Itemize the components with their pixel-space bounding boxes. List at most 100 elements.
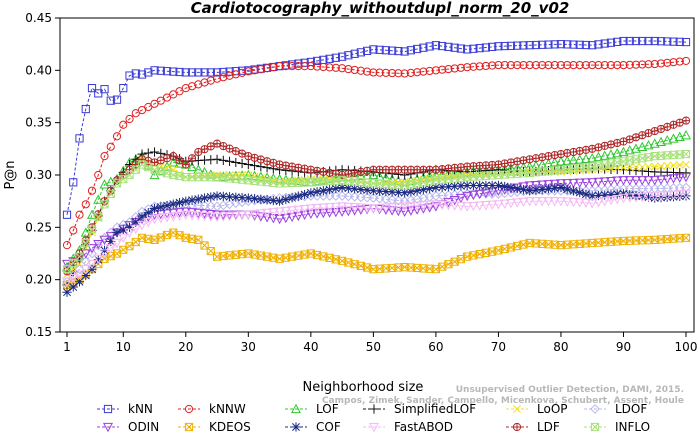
data-point-knnw (338, 64, 347, 73)
data-point-cof (606, 190, 616, 200)
data-point-simplifiedlof (212, 154, 222, 164)
y-tick-label: 0.15 (25, 325, 52, 339)
data-point-knnw (400, 69, 409, 78)
data-point-lof (99, 179, 110, 189)
data-point-fastabod (437, 200, 448, 210)
data-point-fastabod (555, 197, 566, 207)
data-point-kdeos (681, 233, 691, 242)
data-point-knn (519, 41, 528, 50)
data-point-cof (362, 185, 372, 195)
x-tick-label: 70 (491, 340, 506, 354)
data-point-fastabod (643, 192, 654, 202)
legend-marker-ldof (590, 404, 600, 414)
data-point-simplifiedlof (149, 147, 160, 157)
data-point-lof (287, 175, 298, 185)
data-point-knnw (600, 61, 609, 70)
data-point-lof (574, 154, 585, 164)
data-point-fastabod (61, 277, 73, 288)
data-point-knn (325, 54, 334, 63)
data-point-cof (650, 193, 660, 203)
data-point-cof (662, 192, 672, 202)
data-point-knnw (556, 61, 566, 70)
x-tick-label: 40 (303, 340, 318, 354)
data-point-lof (593, 151, 604, 162)
data-point-fastabod (549, 197, 560, 207)
x-tick-label: 1 (63, 340, 71, 354)
data-point-knn (438, 41, 447, 51)
data-point-knn (81, 104, 90, 114)
data-point-knn (356, 48, 365, 57)
data-point-inflo (100, 200, 109, 209)
data-point-fastabod (443, 201, 454, 211)
data-point-knn (550, 40, 559, 49)
data-point-simplifiedlof (681, 168, 691, 178)
data-point-lof (674, 131, 685, 142)
data-point-knnw (325, 63, 334, 72)
data-point-fastabod (243, 210, 254, 221)
data-point-cof (343, 183, 353, 193)
data-point-knn (175, 67, 184, 77)
x-tick-label: 60 (428, 340, 443, 354)
data-point-lof (368, 169, 379, 180)
data-point-fastabod (199, 211, 210, 222)
data-point-fastabod (562, 197, 573, 207)
data-point-fastabod (230, 211, 241, 221)
data-point-knnw (588, 61, 597, 70)
data-point-odin (205, 210, 216, 220)
data-point-cof (156, 202, 166, 212)
data-point-knn (69, 178, 78, 187)
data-point-fastabod (405, 201, 416, 212)
data-point-odin (618, 176, 629, 186)
data-point-odin (218, 210, 229, 221)
data-point-knn (450, 43, 459, 52)
data-point-lof (187, 161, 198, 172)
data-point-fastabod (499, 199, 510, 209)
data-point-knn (600, 39, 609, 48)
data-point-knnw (319, 62, 328, 72)
data-point-knn (531, 40, 541, 50)
data-point-cof (218, 191, 228, 201)
data-point-knn (556, 40, 566, 49)
data-point-lof (249, 170, 260, 180)
data-point-odin (430, 202, 441, 212)
data-point-cof (562, 184, 572, 194)
data-point-knnw (106, 142, 115, 151)
data-point-knn (575, 40, 584, 49)
data-point-fastabod (455, 201, 466, 212)
data-point-knn (413, 44, 422, 54)
data-point-fastabod (449, 201, 460, 211)
data-point-odin (337, 207, 348, 217)
data-point-inflo (81, 238, 90, 248)
data-point-odin (643, 176, 654, 186)
data-point-ldof (368, 193, 379, 203)
data-point-knn (494, 42, 503, 51)
data-point-odin (249, 211, 260, 221)
data-point-cof (143, 208, 153, 218)
data-point-fastabod (474, 201, 485, 211)
data-point-knn (94, 89, 103, 98)
data-point-knn (394, 46, 403, 56)
data-point-knnw (256, 65, 265, 74)
data-point-cof (293, 191, 303, 201)
data-point-simplifiedlof (249, 160, 260, 171)
data-point-knn (619, 36, 628, 46)
data-point-knnw (287, 62, 297, 71)
data-point-lof (424, 171, 435, 181)
data-point-knn (631, 36, 641, 46)
data-point-fastabod (136, 221, 148, 231)
data-point-cof (318, 186, 328, 196)
data-point-fastabod (255, 209, 266, 219)
data-point-odin (212, 210, 223, 221)
data-point-cof (187, 195, 197, 205)
data-point-fastabod (574, 198, 585, 208)
data-point-knn (681, 37, 691, 47)
data-point-lof (568, 154, 579, 165)
data-point-ldof (355, 192, 366, 203)
data-point-odin (262, 213, 273, 223)
data-point-odin (680, 172, 692, 183)
data-point-knn (475, 44, 484, 53)
data-point-fastabod (624, 193, 635, 203)
data-point-fastabod (299, 205, 310, 215)
y-tick-label: 0.30 (25, 168, 52, 182)
data-point-knn (125, 71, 134, 80)
